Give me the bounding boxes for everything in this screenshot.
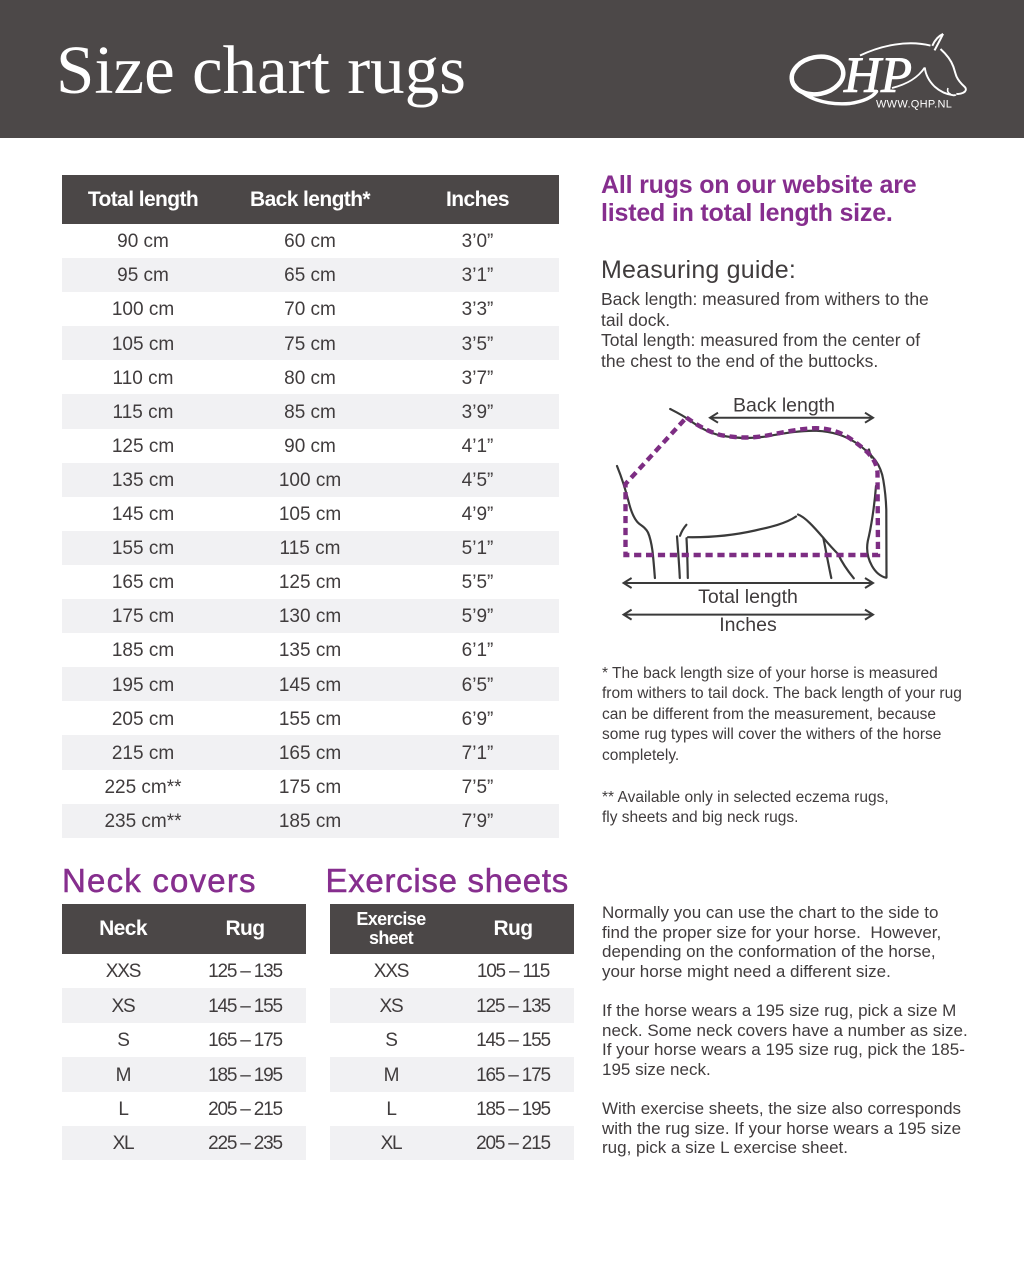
svg-text:WWW.QHP.NL: WWW.QHP.NL <box>876 99 952 111</box>
svg-text:Total length: Total length <box>698 586 798 608</box>
svg-text:HP: HP <box>843 48 912 104</box>
svg-text:Back length: Back length <box>733 395 835 417</box>
svg-text:Inches: Inches <box>719 614 777 636</box>
